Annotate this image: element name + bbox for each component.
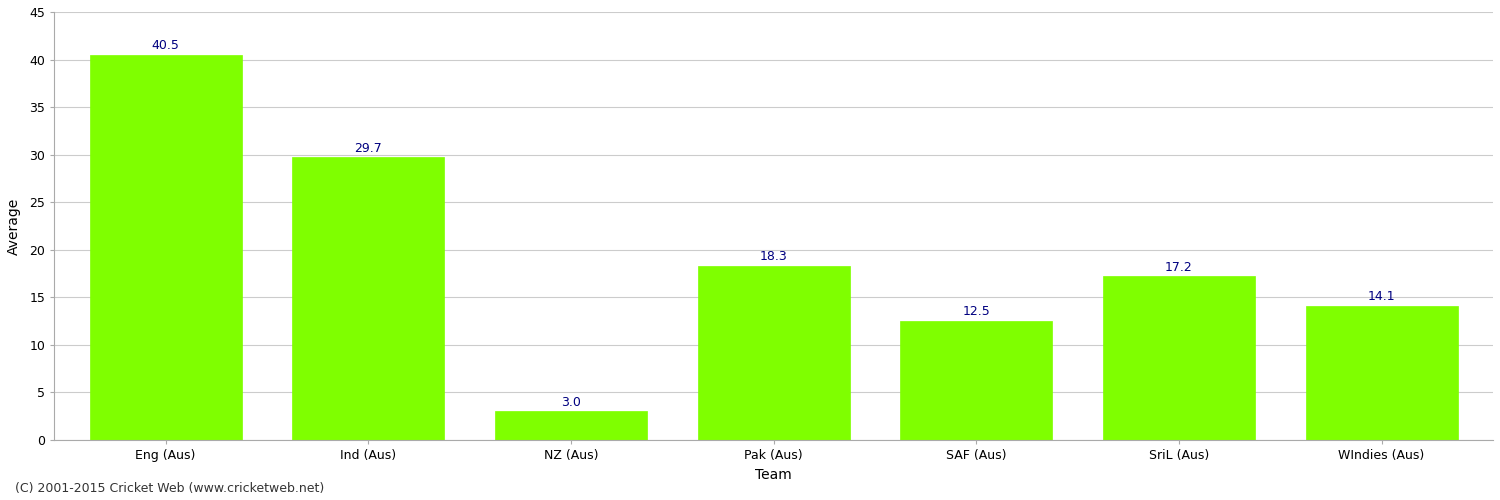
Bar [90,54,242,440]
Bar [900,321,1053,440]
Bar [698,266,849,440]
Bar [292,158,444,440]
Y-axis label: Average: Average [8,198,21,254]
Text: 17.2: 17.2 [1166,260,1192,274]
Text: 12.5: 12.5 [963,305,990,318]
Text: 29.7: 29.7 [354,142,382,154]
Text: 40.5: 40.5 [152,39,180,52]
Text: 14.1: 14.1 [1368,290,1395,303]
Text: (C) 2001-2015 Cricket Web (www.cricketweb.net): (C) 2001-2015 Cricket Web (www.cricketwe… [15,482,324,495]
X-axis label: Team: Team [754,468,792,481]
Bar [1102,276,1256,440]
Bar [1305,306,1458,440]
Text: 3.0: 3.0 [561,396,580,408]
Bar [495,412,646,440]
Text: 18.3: 18.3 [759,250,788,263]
